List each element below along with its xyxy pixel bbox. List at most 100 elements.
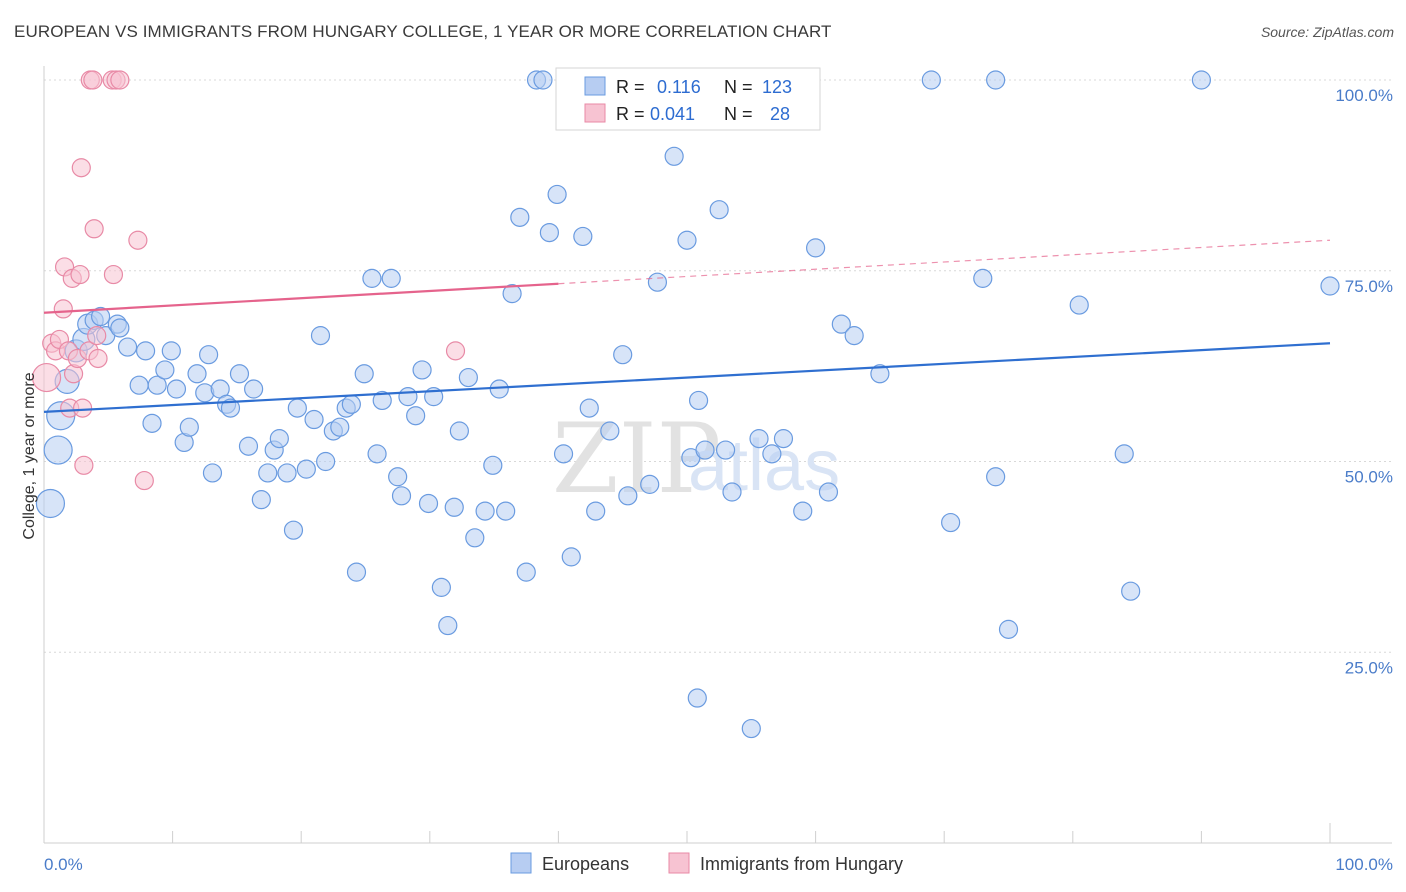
point-europeans-84 <box>613 345 633 365</box>
point-europeans-117 <box>1191 70 1212 90</box>
stats-r-label-2: R = <box>616 104 645 124</box>
point-hungary-16 <box>84 219 104 239</box>
y-tick-label-2: 75.0% <box>1345 277 1393 296</box>
point-europeans-115 <box>1114 444 1134 464</box>
point-europeans-14 <box>135 341 156 361</box>
point-hungary-27 <box>445 341 466 361</box>
point-europeans-80 <box>573 226 593 247</box>
point-europeans-78 <box>561 547 581 567</box>
x-tick-label-min: 0.0% <box>44 855 83 874</box>
point-europeans-77 <box>553 444 574 464</box>
point-hungary-17 <box>87 326 107 346</box>
point-europeans-36 <box>277 463 297 483</box>
point-europeans-28 <box>220 398 241 418</box>
legend-swatch-hungary <box>668 852 690 874</box>
point-hungary-13 <box>72 398 93 418</box>
legend-label-hungary: Immigrants from Hungary <box>700 854 903 874</box>
point-hungary-24 <box>103 264 124 285</box>
point-hungary-4 <box>53 299 73 319</box>
point-europeans-29 <box>229 364 250 384</box>
chart-source: Source: ZipAtlas.com <box>1260 24 1394 40</box>
point-europeans-32 <box>251 490 271 510</box>
point-europeans-71 <box>510 207 530 227</box>
point-hungary-14 <box>74 455 94 475</box>
stats-box: R = 0.116 N = 123 R = 0.041 N = 28 <box>555 67 821 131</box>
point-europeans-16 <box>147 375 167 395</box>
point-hungary-18 <box>88 348 108 369</box>
point-europeans-37 <box>283 520 304 540</box>
point-europeans-97 <box>722 482 742 502</box>
point-europeans-35 <box>269 429 289 449</box>
point-europeans-67 <box>483 455 503 475</box>
chart-title: EUROPEAN VS IMMIGRANTS FROM HUNGARY COLL… <box>14 22 832 41</box>
point-europeans-25 <box>202 463 223 483</box>
point-europeans-31 <box>244 379 264 399</box>
point-europeans-30 <box>238 436 259 456</box>
point-europeans-76 <box>547 184 567 205</box>
point-europeans-48 <box>354 364 374 384</box>
point-europeans-114 <box>1069 295 1089 315</box>
stats-r-value-2: 0.041 <box>650 104 695 124</box>
series-hungary <box>31 70 466 491</box>
grid-lines <box>44 79 1392 653</box>
point-europeans-87 <box>647 272 668 292</box>
trend-lines <box>43 239 1331 414</box>
point-europeans-69 <box>496 501 516 521</box>
point-europeans-24 <box>199 345 219 365</box>
point-europeans-98 <box>741 718 761 739</box>
series-europeans <box>35 70 1340 739</box>
point-hungary-11 <box>70 264 90 285</box>
point-europeans-44 <box>330 417 350 437</box>
point-europeans-70 <box>502 284 522 304</box>
stats-n-value-2: 28 <box>770 104 790 124</box>
stats-swatch-hungary <box>584 103 606 123</box>
y-tick-label-3: 100.0% <box>1335 86 1393 105</box>
point-europeans-66 <box>475 501 495 521</box>
point-hungary-23 <box>110 70 130 90</box>
point-europeans-13 <box>129 375 149 395</box>
point-europeans-57 <box>412 360 432 380</box>
point-europeans-47 <box>346 562 367 582</box>
point-europeans-15 <box>142 413 162 433</box>
point-europeans-18 <box>161 341 181 361</box>
legend-swatch-europeans <box>510 852 532 874</box>
point-europeans-46 <box>341 394 361 414</box>
point-hungary-0 <box>31 362 62 393</box>
point-europeans-108 <box>921 70 941 90</box>
point-europeans-113 <box>998 619 1019 639</box>
point-europeans-83 <box>600 421 620 441</box>
trend-line-hungary <box>43 282 559 314</box>
point-europeans-40 <box>304 409 324 430</box>
point-europeans-82 <box>586 501 606 521</box>
point-europeans-56 <box>406 406 426 426</box>
point-europeans-58 <box>418 493 439 514</box>
point-europeans-118 <box>1320 276 1340 296</box>
point-europeans-42 <box>316 451 336 472</box>
point-europeans-105 <box>831 314 851 334</box>
trend-line-europeans <box>43 342 1331 414</box>
point-europeans-99 <box>749 429 769 449</box>
point-europeans-116 <box>1121 581 1141 601</box>
point-europeans-62 <box>444 497 464 517</box>
point-europeans-103 <box>805 238 826 258</box>
point-europeans-41 <box>310 326 331 346</box>
point-hungary-20 <box>83 70 103 90</box>
point-europeans-112 <box>986 467 1006 487</box>
point-europeans-22 <box>187 364 207 384</box>
point-europeans-75 <box>539 223 559 243</box>
trend-line-hungary-extension <box>558 239 1331 285</box>
point-europeans-101 <box>773 429 794 449</box>
point-europeans-64 <box>458 367 478 388</box>
point-europeans-92 <box>688 390 709 411</box>
point-europeans-52 <box>381 268 401 288</box>
point-europeans-19 <box>166 379 187 399</box>
point-europeans-86 <box>640 474 660 494</box>
stats-n-value-1: 123 <box>762 77 792 97</box>
y-tick-label-1: 50.0% <box>1345 468 1393 487</box>
point-europeans-11 <box>110 318 130 338</box>
point-europeans-51 <box>372 390 392 411</box>
point-europeans-39 <box>296 459 316 479</box>
legend: Europeans Immigrants from Hungary <box>510 852 903 874</box>
point-europeans-91 <box>687 688 707 708</box>
